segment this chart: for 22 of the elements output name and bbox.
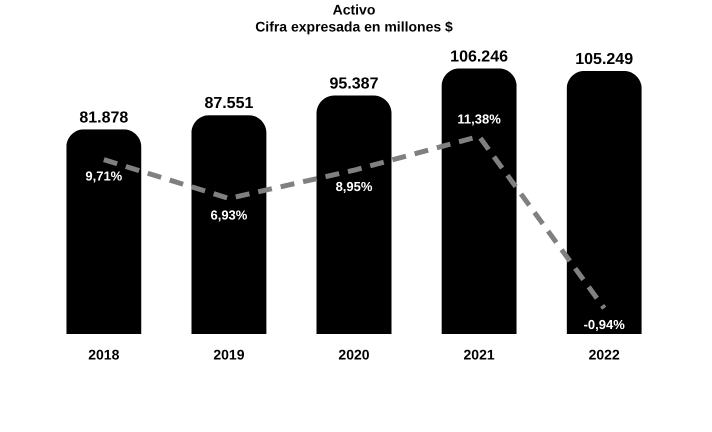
bar [66,129,142,334]
x-tick-label: 2021 [464,346,495,362]
bar [191,115,266,334]
bar [566,70,642,334]
x-tick-label: 2018 [88,346,120,362]
chart-subtitle: Cifra expresada en millones $ [255,18,454,34]
data-label: 81.878 [79,109,128,126]
data-label: 105.249 [575,50,634,68]
data-label: 95.387 [330,76,379,93]
x-tick-label: 2022 [588,346,620,362]
bar [316,96,392,334]
data-label: 6,93% [210,207,248,222]
data-label: 87.551 [204,95,254,112]
data-label: 11,38% [457,111,502,126]
data-label: 106.246 [450,48,508,66]
x-tick-label: 2020 [338,346,370,362]
x-tick-label: 2019 [213,346,245,362]
data-label: 9,71% [85,168,123,184]
data-label: 8,95% [336,179,373,194]
chart-title: Activo [332,1,376,18]
data-label: -0,94% [584,317,626,332]
bar [442,68,517,334]
